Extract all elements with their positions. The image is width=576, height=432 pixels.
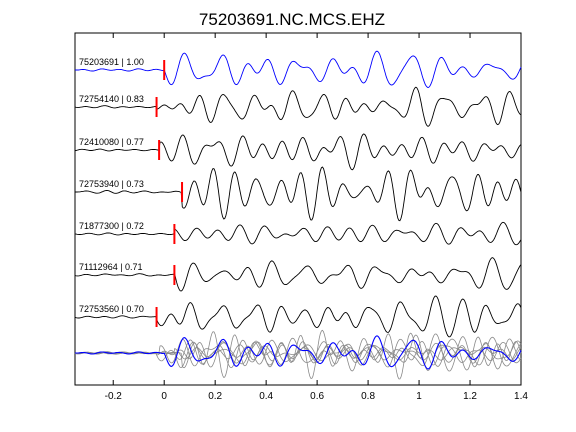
overlay-trace-line bbox=[74, 337, 522, 372]
x-tick-label: 1 bbox=[416, 391, 422, 402]
x-tick-label: 0.6 bbox=[310, 391, 324, 402]
trace-label-72410080: 72410080 | 0.77 bbox=[79, 137, 144, 147]
trace-line-72754140 bbox=[74, 86, 522, 127]
trace-line-71877300 bbox=[74, 221, 522, 246]
trace-label-72754140: 72754140 | 0.83 bbox=[79, 94, 144, 104]
plot-frame bbox=[74, 32, 522, 386]
x-tick-label: 0 bbox=[161, 391, 167, 402]
x-tick-label: 0.2 bbox=[208, 391, 222, 402]
x-tick-label: 0.4 bbox=[259, 391, 273, 402]
trace-label-72753560: 72753560 | 0.70 bbox=[79, 304, 144, 314]
stacked-overlay-group bbox=[74, 329, 522, 380]
pick-marker-group bbox=[155, 60, 184, 327]
trace-line-72753940 bbox=[75, 166, 522, 222]
trace-line-75203691 bbox=[75, 50, 522, 88]
x-tick-label: 1.4 bbox=[514, 391, 528, 402]
x-axis: -0.2 0 0.2 0.4 0.6 0.8 1 1.2 1.4 bbox=[105, 33, 528, 402]
trace-label-71877300: 71877300 | 0.72 bbox=[79, 221, 144, 231]
trace-label-72753940: 72753940 | 0.73 bbox=[79, 179, 144, 189]
trace-line-72753560 bbox=[74, 295, 522, 338]
trace-group bbox=[74, 50, 522, 338]
trace-line-72410080 bbox=[74, 133, 522, 171]
trace-line-71112964 bbox=[74, 257, 522, 292]
trace-label-71112964: 71112964 | 0.71 bbox=[79, 262, 143, 272]
x-tick-label: 1.2 bbox=[463, 391, 477, 402]
x-tick-label: 0.8 bbox=[361, 391, 375, 402]
trace-label-group: 75203691 | 1.00 72754140 | 0.83 72410080 |… bbox=[79, 57, 144, 314]
x-tick-label: -0.2 bbox=[105, 391, 123, 402]
chart-title: 75203691.NC.MCS.EHZ bbox=[199, 10, 385, 29]
overlay-reference-line bbox=[75, 335, 522, 370]
trace-label-75203691: 75203691 | 1.00 bbox=[79, 57, 144, 67]
